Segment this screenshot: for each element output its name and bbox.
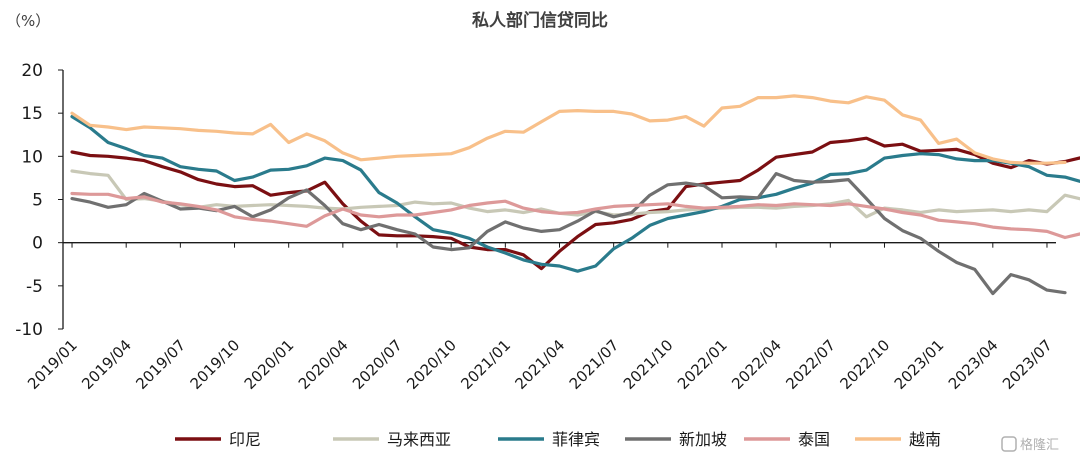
x-tick-label: 2020/07 bbox=[349, 336, 406, 393]
legend-label-4: 泰国 bbox=[798, 430, 830, 449]
legend-label-3: 新加坡 bbox=[679, 430, 727, 449]
x-tick-label: 2021/07 bbox=[566, 336, 623, 393]
unit-label: （%） bbox=[6, 12, 50, 30]
y-tick-label: -10 bbox=[15, 320, 43, 340]
watermark: 格隆汇 bbox=[1001, 436, 1059, 453]
x-tick-label: 2022/07 bbox=[782, 336, 839, 393]
y-tick-label: 15 bbox=[21, 104, 43, 124]
legend-label-2: 菲律宾 bbox=[552, 430, 600, 449]
series-lines bbox=[70, 94, 1080, 296]
y-tick-label: 10 bbox=[21, 147, 43, 167]
y-tick-label: -5 bbox=[26, 277, 43, 297]
x-tick-label: 2019/10 bbox=[187, 336, 244, 393]
legend: 印尼 马来西亚 菲律宾 新加坡 泰国 越南 bbox=[175, 430, 941, 449]
x-tick-label: 2019/01 bbox=[24, 336, 81, 393]
series-line-1 bbox=[70, 169, 1080, 219]
x-tick-label: 2022/01 bbox=[674, 336, 731, 393]
series-line-3 bbox=[70, 172, 1067, 296]
x-tick-label: 2021/04 bbox=[512, 336, 569, 393]
y-axis-ticks: 20 15 10 5 0 -5 -10 bbox=[15, 61, 63, 340]
x-tick-label: 2020/10 bbox=[403, 336, 460, 393]
y-tick-label: 20 bbox=[21, 61, 43, 81]
y-tick-label: 0 bbox=[32, 234, 43, 254]
legend-label-1: 马来西亚 bbox=[387, 430, 451, 449]
watermark-text: 格隆汇 bbox=[1020, 437, 1059, 453]
series-line-2 bbox=[70, 115, 1080, 273]
x-tick-label: 2022/10 bbox=[837, 336, 894, 393]
x-tick-label: 2023/07 bbox=[999, 336, 1056, 393]
axes bbox=[62, 70, 1056, 329]
x-tick-label: 2020/01 bbox=[241, 336, 298, 393]
x-tick-label: 2020/04 bbox=[295, 336, 352, 393]
series-line-4 bbox=[70, 191, 1080, 240]
x-tick-label: 2019/07 bbox=[132, 336, 189, 393]
legend-label-0: 印尼 bbox=[229, 430, 261, 449]
gelonghui-logo-icon bbox=[1001, 436, 1017, 452]
legend-label-5: 越南 bbox=[909, 430, 941, 449]
x-tick-label: 2022/04 bbox=[728, 336, 785, 393]
x-tick-label: 2021/01 bbox=[457, 336, 514, 393]
y-tick-label: 5 bbox=[32, 191, 43, 211]
series-line-5 bbox=[70, 94, 1067, 165]
series-line-0 bbox=[70, 136, 1080, 271]
chart-title: 私人部门信贷同比 bbox=[472, 10, 608, 31]
x-tick-label: 2019/04 bbox=[78, 336, 135, 393]
x-tick-label: 2021/10 bbox=[620, 336, 677, 393]
x-tick-label: 2023/04 bbox=[945, 336, 1002, 393]
x-tick-label: 2023/01 bbox=[891, 336, 948, 393]
